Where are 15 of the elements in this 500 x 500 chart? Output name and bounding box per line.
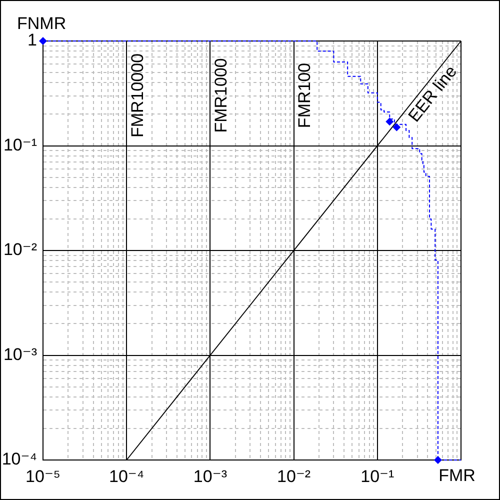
x-tick-label: 10⁻⁵: [26, 466, 60, 486]
y-tick-label: 10⁻⁴: [2, 450, 37, 469]
x-tick-label: 10⁻²: [277, 466, 311, 486]
x-axis-title: FMR: [438, 466, 476, 486]
annotation: FMR100: [294, 62, 314, 128]
x-tick-label: 10⁻¹: [360, 466, 395, 486]
x-tick-label: 10⁻³: [193, 466, 228, 486]
y-tick-label: 1: [28, 30, 37, 50]
y-axis-title: FNMR: [17, 14, 66, 33]
x-tick-label: 10⁻⁴: [109, 466, 144, 486]
y-tick-label: 10⁻³: [3, 344, 38, 364]
annotation: FMR1000: [211, 58, 230, 133]
y-tick-label: 10⁻¹: [3, 135, 38, 154]
annotation: FMR10000: [128, 53, 147, 138]
y-tick-label: 10⁻²: [3, 240, 38, 260]
